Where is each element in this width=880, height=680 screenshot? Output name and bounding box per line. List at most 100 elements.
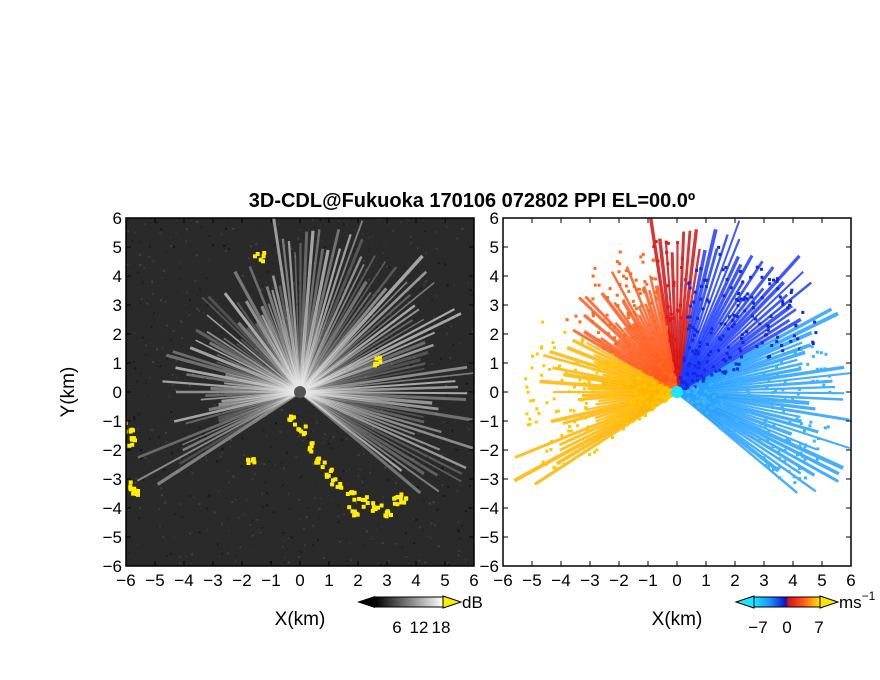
doppler-pixel [661,360,664,364]
noise-speck [376,528,379,531]
noise-speck [282,467,285,470]
noise-speck [198,309,201,312]
noise-speck [329,339,332,342]
doppler-pixel [607,390,611,394]
noise-speck [242,507,244,510]
doppler-pixel [621,422,625,426]
noise-speck [218,555,221,558]
noise-speck [126,260,129,263]
doppler-pixel [583,387,586,391]
doppler-pixel [790,288,794,292]
doppler-pixel [684,278,687,282]
noise-speck [367,248,370,251]
noise-speck [424,281,427,284]
noise-speck [407,350,410,353]
noise-speck [440,453,443,456]
noise-speck [208,235,211,237]
noise-speck [145,354,148,356]
doppler-pixel [688,286,692,290]
noise-speck [417,447,420,450]
doppler-pixel [608,287,612,291]
noise-speck [228,542,230,545]
noise-speck [205,507,208,510]
x-tick-label: −6 [493,571,512,590]
doppler-pixel [632,304,636,308]
y-tick-label: 0 [113,383,122,402]
noise-speck [298,517,301,520]
noise-speck [144,457,147,459]
noise-speck [228,248,230,251]
doppler-pixel [593,283,597,287]
doppler-pixel [627,380,631,384]
cb1-high-arrow [442,595,463,609]
doppler-pixel [758,322,762,326]
highlight-pixel [258,257,263,262]
noise-speck [312,544,315,547]
doppler-pixel [628,352,632,356]
noise-speck [131,239,134,242]
doppler-pixel [633,311,637,315]
noise-speck [300,474,303,477]
doppler-pixel [689,304,693,308]
noise-speck [312,219,315,222]
noise-speck [213,511,216,514]
noise-speck [207,495,210,498]
noise-speck [371,538,374,541]
highlight-pixel [399,492,404,497]
noise-speck [313,496,316,499]
noise-speck [152,361,154,363]
intensity-beam [299,391,403,472]
noise-speck [372,348,375,350]
noise-speck [322,396,325,399]
noise-speck [325,322,328,325]
intensity-beams [136,218,474,495]
noise-speck [361,480,364,483]
y-tick-label: −2 [103,441,122,460]
doppler-pixel [641,252,645,256]
doppler-pixel [697,362,701,365]
doppler-pixel [610,394,614,397]
noise-speck [140,449,143,452]
intensity-beam [299,270,428,393]
doppler-pixel [669,312,673,316]
doppler-pixel [695,399,698,403]
doppler-pixel [638,417,642,421]
doppler-pixel [559,417,563,421]
noise-speck [248,257,251,260]
doppler-pixel [799,442,802,446]
noise-speck [387,223,390,225]
chart-title: 3D-CDL@Fukuoka 170106 072802 PPI EL=00.0… [249,190,695,212]
noise-speck [435,259,438,261]
noise-speck [455,465,458,468]
doppler-pixel [711,365,715,369]
noise-speck [170,451,173,454]
doppler-pixel [715,390,719,394]
noise-speck [164,417,167,420]
noise-speck [254,472,256,475]
doppler-pixel [618,262,622,266]
doppler-pixel [687,346,691,350]
noise-speck [345,437,348,440]
doppler-pixel [598,386,602,390]
noise-speck [343,262,346,264]
noise-speck [133,331,136,334]
noise-speck [298,498,301,501]
x-tick-label: −6 [116,571,135,590]
noise-speck [236,364,239,366]
doppler-pixel [699,374,703,378]
noise-speck [184,303,187,306]
noise-speck [249,524,252,527]
intensity-beam [299,390,433,405]
doppler-pixel [711,406,715,410]
noise-speck [180,363,183,366]
noise-speck [187,313,190,316]
doppler-pixel [595,371,599,375]
doppler-pixel [666,262,670,266]
noise-speck [414,344,416,347]
intensity-beam [299,390,474,450]
noise-speck [160,228,163,231]
doppler-pixel [691,338,695,342]
doppler-pixel [606,376,610,380]
noise-speck [337,220,340,222]
noise-speck [441,312,444,315]
